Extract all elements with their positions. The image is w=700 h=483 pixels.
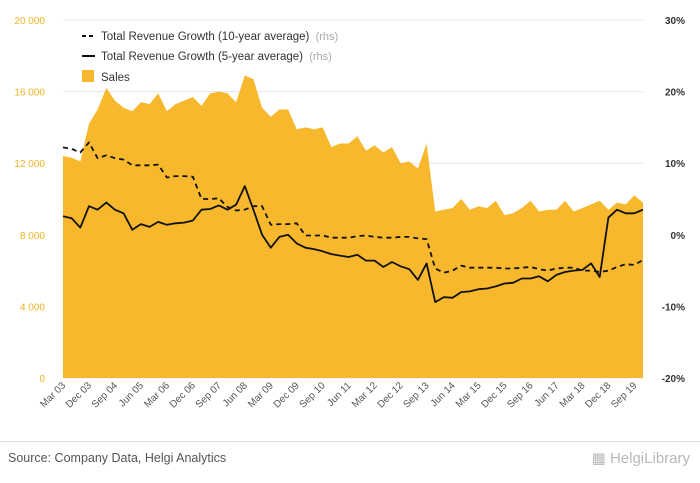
right-tick-label: 20% (665, 88, 685, 99)
x-tick-label: Dec 03 (64, 380, 94, 410)
chart: 0 4 000 8 000 12 000 16 000 20 000 -20% -10% 0%… (14, 16, 685, 411)
source-text: Source: Company Data, Helgi Analytics (8, 451, 227, 465)
x-tick-label: Jun 08 (221, 380, 250, 409)
footer-divider (0, 441, 700, 442)
legend-rhs-5yr: (rhs) (309, 51, 332, 63)
legend-rhs-10yr: (rhs) (316, 31, 339, 43)
legend-label-sales: Sales (101, 72, 130, 84)
left-tick-label: 8 000 (20, 231, 45, 242)
x-tick-label: Mar 15 (454, 380, 484, 410)
left-tick-label: 12 000 (14, 159, 45, 170)
legend-label-5yr: Total Revenue Growth (5-year average) (101, 51, 303, 63)
right-tick-label: 10% (665, 159, 685, 170)
x-tick-label: Jun 05 (117, 380, 146, 409)
x-tick-label: Sep 04 (90, 380, 120, 410)
x-tick-label: Jun 11 (325, 380, 354, 409)
left-tick-label: 4 000 (20, 302, 45, 313)
legend-item-10yr: Total Revenue Growth (10-year average) (… (82, 31, 338, 43)
legend-item-5yr: Total Revenue Growth (5-year average) (r… (82, 51, 332, 63)
left-tick-label: 16 000 (14, 88, 45, 99)
logo-icon: ▦ (591, 450, 610, 467)
right-tick-label: -20% (662, 374, 685, 385)
x-tick-label: Mar 09 (246, 380, 276, 410)
sales-area-layer (63, 75, 643, 378)
legend-swatch-sales (82, 70, 94, 82)
left-tick-label: 20 000 (14, 16, 45, 27)
x-tick-label: Sep 10 (298, 380, 328, 410)
line-5yr-average (62, 185, 644, 304)
right-tick-label: -10% (662, 302, 685, 313)
x-tick-label: Sep 19 (609, 380, 639, 410)
line-10yr-average (62, 141, 644, 274)
x-tick-label: Mar 06 (142, 380, 172, 410)
x-tick-label: Dec 18 (583, 380, 613, 410)
right-axis: -20% -10% 0% 10% 20% 30% (662, 16, 685, 385)
x-tick-label: Mar 12 (350, 380, 380, 410)
sales-area (63, 75, 643, 378)
helgi-library-logo: ▦ HelgiLibrary (592, 449, 690, 467)
x-tick-label: Dec 12 (376, 380, 406, 410)
right-tick-label: 0% (671, 231, 686, 242)
x-tick-label: Dec 09 (272, 380, 302, 410)
x-tick-label: Mar 18 (558, 380, 588, 410)
left-tick-label: 0 (39, 374, 45, 385)
x-tick-label: Dec 15 (479, 380, 509, 410)
left-axis: 0 4 000 8 000 12 000 16 000 20 000 (14, 16, 45, 385)
x-tick-label: Jun 14 (429, 380, 458, 409)
x-tick-label: Dec 06 (168, 380, 198, 410)
legend: Total Revenue Growth (10-year average) (… (82, 31, 338, 84)
growth-lines-layer (62, 141, 644, 304)
x-tick-label: Sep 07 (194, 380, 224, 410)
svg-text:Total Revenue Growth (5-year a: Total Revenue Growth (5-year average) (r… (101, 51, 332, 63)
svg-text:Total Revenue Growth (10-year: Total Revenue Growth (10-year average) (… (101, 31, 338, 43)
logo-suffix: Library (644, 450, 690, 467)
x-tick-label: Sep 13 (402, 380, 432, 410)
right-tick-label: 30% (665, 16, 685, 27)
legend-item-sales: Sales (82, 70, 130, 84)
legend-label-10yr: Total Revenue Growth (10-year average) (101, 31, 310, 43)
x-tick-label: Jun 17 (533, 380, 562, 409)
x-tick-label: Sep 16 (505, 380, 535, 410)
logo-brand: Helgi (609, 450, 645, 467)
